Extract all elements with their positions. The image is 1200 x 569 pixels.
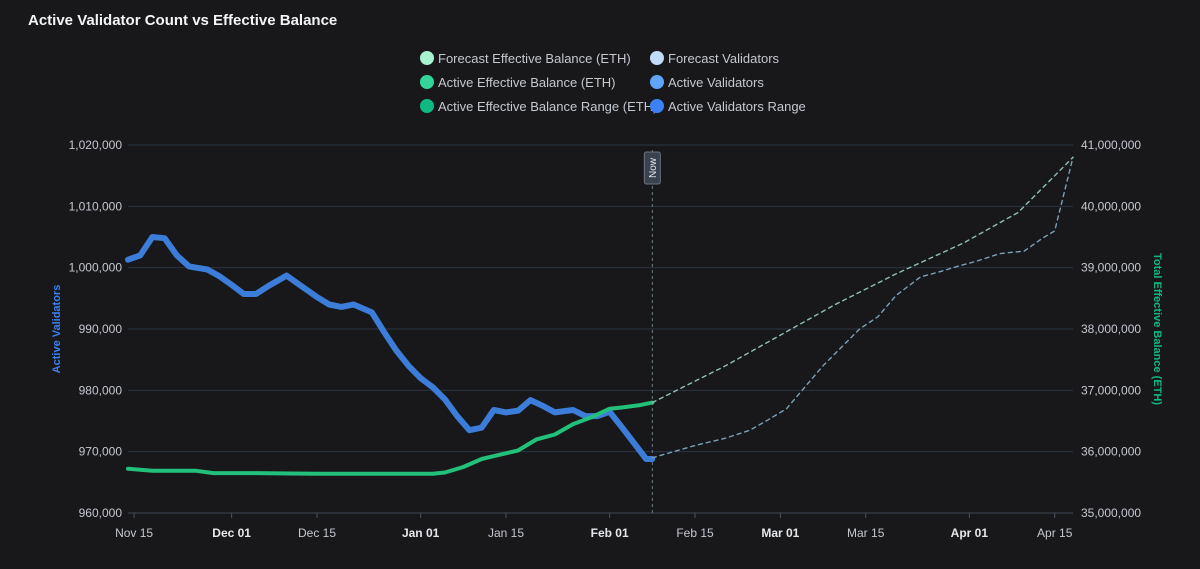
y-right-tick-label: 35,000,000 xyxy=(1081,506,1141,520)
legend-swatch xyxy=(420,51,434,65)
x-tick-label: Feb 15 xyxy=(676,526,714,540)
legend-swatch xyxy=(420,75,434,89)
x-tick-label: Nov 15 xyxy=(115,526,153,540)
legend-swatch xyxy=(650,75,664,89)
legend-item-validators-range[interactable]: Active Validators Range xyxy=(650,96,806,116)
legend-label: Forecast Effective Balance (ETH) xyxy=(438,50,631,66)
y-right-tick-label: 40,000,000 xyxy=(1081,199,1141,213)
x-tick-label: Jan 01 xyxy=(402,526,440,540)
legend-label: Active Effective Balance Range (ETH) xyxy=(438,98,658,114)
legend-swatch xyxy=(420,99,434,113)
x-tick-label: Apr 15 xyxy=(1037,526,1073,540)
legend-item-active-balance[interactable]: Active Effective Balance (ETH) xyxy=(420,72,616,92)
y-left-tick-label: 980,000 xyxy=(79,383,123,397)
y-right-tick-label: 39,000,000 xyxy=(1081,261,1141,275)
legend: Forecast Effective Balance (ETH) Forecas… xyxy=(420,48,860,120)
series-line-forecast-validators xyxy=(651,156,1074,459)
y-left-tick-label: 1,010,000 xyxy=(69,199,123,213)
x-tick-label: Feb 01 xyxy=(591,526,629,540)
y-right-tick-label: 41,000,000 xyxy=(1081,138,1141,152)
legend-item-balance-range[interactable]: Active Effective Balance Range (ETH) xyxy=(420,96,657,116)
legend-item-forecast-validators[interactable]: Forecast Validators xyxy=(650,48,779,68)
x-tick-label: Mar 01 xyxy=(761,526,799,540)
x-tick-label: Dec 01 xyxy=(212,526,251,540)
x-tick-label: Mar 15 xyxy=(847,526,885,540)
legend-swatch xyxy=(650,99,664,113)
now-label: Now xyxy=(648,157,659,178)
series-line-active-balance xyxy=(126,400,655,476)
series-line-active-validators xyxy=(125,234,656,462)
legend-item-active-validators[interactable]: Active Validators xyxy=(650,72,764,92)
y-left-axis-title: Active Validators xyxy=(51,285,63,374)
y-right-axis-title: Total Effective Balance (ETH) xyxy=(1151,253,1163,405)
y-right-tick-label: 36,000,000 xyxy=(1081,445,1141,459)
now-marker xyxy=(643,151,661,185)
series-line-forecast-balance xyxy=(651,156,1074,404)
y-right-tick-label: 38,000,000 xyxy=(1081,322,1141,336)
legend-label: Active Validators Range xyxy=(668,98,806,114)
legend-label: Active Effective Balance (ETH) xyxy=(438,74,616,90)
legend-label: Active Validators xyxy=(668,74,764,90)
x-tick-label: Apr 01 xyxy=(951,526,989,540)
y-left-tick-label: 960,000 xyxy=(79,506,123,520)
legend-label: Forecast Validators xyxy=(668,50,780,66)
x-tick-label: Jan 15 xyxy=(488,526,524,540)
chart-title: Active Validator Count vs Effective Bala… xyxy=(28,12,338,29)
y-left-tick-label: 1,000,000 xyxy=(69,261,123,275)
y-left-tick-label: 1,020,000 xyxy=(69,138,123,152)
y-left-tick-label: 990,000 xyxy=(79,322,123,336)
x-tick-label: Dec 15 xyxy=(298,526,336,540)
y-right-tick-label: 37,000,000 xyxy=(1081,383,1141,397)
legend-swatch xyxy=(650,51,664,65)
legend-item-forecast-balance[interactable]: Forecast Effective Balance (ETH) xyxy=(420,48,631,68)
y-left-tick-label: 970,000 xyxy=(79,445,123,459)
